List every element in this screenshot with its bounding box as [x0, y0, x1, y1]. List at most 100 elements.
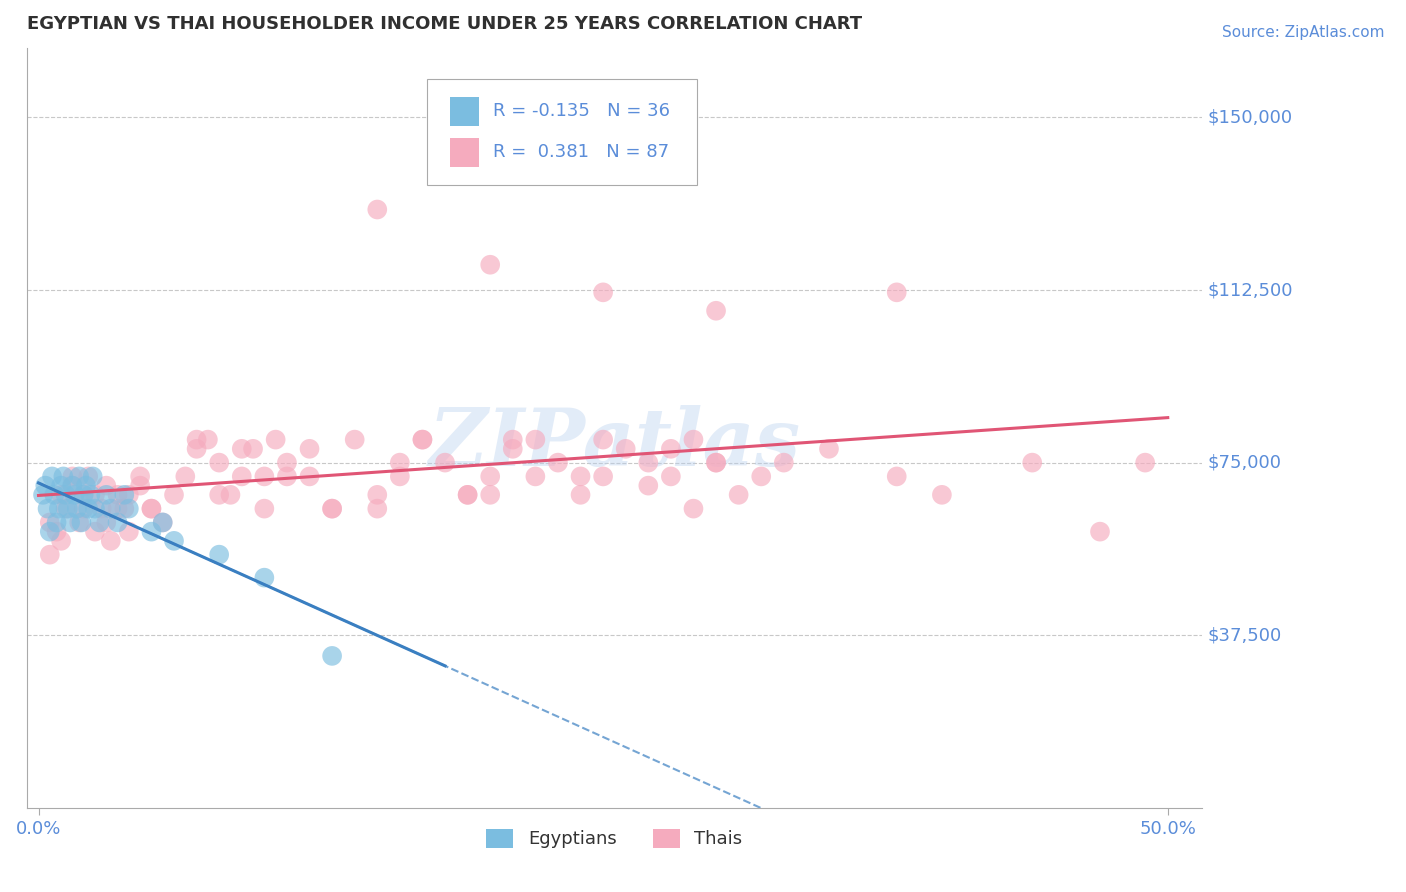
- Point: [276, 456, 298, 470]
- Text: EGYPTIAN VS THAI HOUSEHOLDER INCOME UNDER 25 YEARS CORRELATION CHART: EGYPTIAN VS THAI HOUSEHOLDER INCOME UNDE…: [27, 15, 862, 33]
- Point: [208, 488, 231, 502]
- Point: [152, 516, 174, 530]
- Point: [73, 488, 96, 502]
- Point: [141, 524, 163, 539]
- Point: [129, 478, 152, 492]
- Point: [637, 478, 659, 492]
- Point: [107, 516, 129, 530]
- Point: [163, 488, 186, 502]
- Point: [96, 516, 118, 530]
- Point: [37, 501, 59, 516]
- Point: [659, 469, 682, 483]
- Point: [55, 501, 77, 516]
- Point: [366, 202, 388, 217]
- Point: [107, 501, 129, 516]
- Text: ZIPatlas: ZIPatlas: [429, 405, 800, 482]
- Point: [388, 469, 411, 483]
- Point: [659, 442, 682, 456]
- Point: [524, 433, 547, 447]
- Point: [931, 488, 953, 502]
- Point: [107, 488, 129, 502]
- Point: [197, 433, 219, 447]
- Point: [55, 488, 77, 502]
- Point: [89, 516, 111, 530]
- Point: [479, 469, 502, 483]
- Point: [118, 488, 141, 502]
- Point: [231, 469, 253, 483]
- Point: [100, 501, 122, 516]
- Point: [38, 548, 60, 562]
- Text: $112,500: $112,500: [1208, 281, 1294, 299]
- Point: [457, 488, 479, 502]
- Point: [73, 488, 96, 502]
- Point: [38, 524, 60, 539]
- Point: [163, 533, 186, 548]
- Point: [411, 433, 433, 447]
- FancyBboxPatch shape: [450, 97, 479, 126]
- Point: [219, 488, 242, 502]
- Point: [49, 533, 72, 548]
- Point: [49, 488, 72, 502]
- Text: R =  0.381   N = 87: R = 0.381 N = 87: [494, 144, 669, 161]
- Point: [45, 524, 67, 539]
- Point: [77, 469, 100, 483]
- Point: [253, 469, 276, 483]
- Point: [276, 469, 298, 483]
- Text: $75,000: $75,000: [1208, 454, 1281, 472]
- Point: [90, 501, 112, 516]
- Point: [82, 469, 104, 483]
- Point: [129, 469, 152, 483]
- Point: [38, 516, 60, 530]
- Point: [457, 488, 479, 502]
- Point: [118, 501, 141, 516]
- Point: [34, 478, 56, 492]
- Point: [479, 488, 502, 502]
- Point: [704, 303, 727, 318]
- Point: [96, 478, 118, 492]
- Point: [56, 501, 79, 516]
- Point: [96, 488, 118, 502]
- Point: [366, 488, 388, 502]
- Point: [49, 478, 72, 492]
- FancyBboxPatch shape: [426, 78, 696, 186]
- Point: [434, 456, 457, 470]
- Point: [749, 469, 772, 483]
- Point: [141, 501, 163, 516]
- Point: [84, 488, 107, 502]
- Point: [886, 469, 908, 483]
- Point: [118, 524, 141, 539]
- Point: [186, 433, 208, 447]
- Point: [73, 501, 96, 516]
- Point: [79, 488, 101, 502]
- Point: [231, 442, 253, 456]
- Point: [84, 524, 107, 539]
- Point: [614, 442, 637, 456]
- Point: [502, 433, 524, 447]
- Point: [84, 501, 107, 516]
- Point: [772, 456, 794, 470]
- Point: [67, 516, 90, 530]
- Point: [592, 433, 614, 447]
- Text: Source: ZipAtlas.com: Source: ZipAtlas.com: [1222, 25, 1385, 40]
- Point: [59, 516, 82, 530]
- Text: $150,000: $150,000: [1208, 109, 1292, 127]
- Point: [637, 456, 659, 470]
- Point: [547, 456, 569, 470]
- Point: [44, 488, 66, 502]
- Point: [1088, 524, 1111, 539]
- Point: [63, 488, 86, 502]
- Point: [264, 433, 287, 447]
- Point: [208, 548, 231, 562]
- Point: [242, 442, 264, 456]
- Point: [52, 469, 75, 483]
- Point: [253, 501, 276, 516]
- Point: [682, 433, 704, 447]
- Point: [727, 488, 749, 502]
- Point: [174, 469, 197, 483]
- Point: [411, 433, 433, 447]
- Point: [886, 285, 908, 300]
- Text: R = -0.135   N = 36: R = -0.135 N = 36: [494, 103, 671, 120]
- Point: [569, 469, 592, 483]
- Point: [704, 456, 727, 470]
- Point: [388, 456, 411, 470]
